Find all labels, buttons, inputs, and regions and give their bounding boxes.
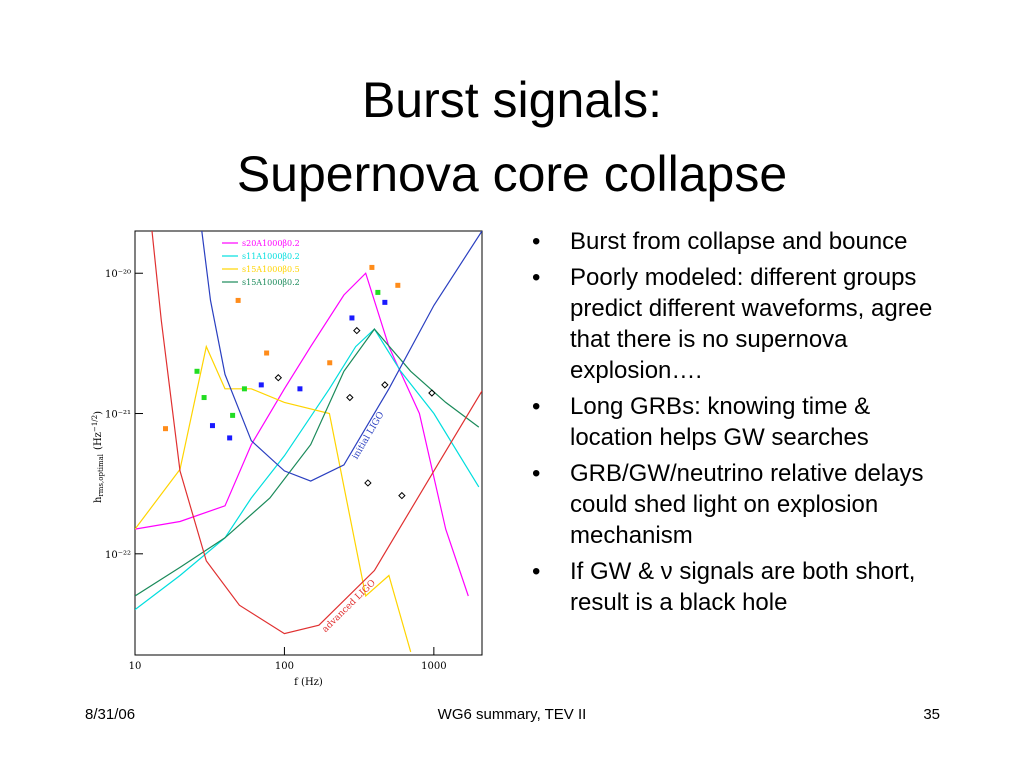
marker bbox=[364, 479, 372, 487]
plot-area bbox=[135, 231, 482, 653]
plot-frame bbox=[134, 230, 483, 656]
curve-label: initial LIGO bbox=[351, 410, 387, 461]
marker bbox=[209, 423, 215, 429]
curve bbox=[135, 344, 412, 653]
footer-date: 8/31/06 bbox=[85, 706, 136, 723]
marker bbox=[398, 491, 406, 500]
title-line: Supernova core collapse bbox=[236, 146, 788, 202]
y-axis-label-part: −1/2 bbox=[91, 415, 99, 432]
bullet: GRB/GW/neutrino relative delays could sh… bbox=[528, 458, 948, 551]
bullet: Burst from collapse and bounce bbox=[528, 226, 948, 257]
title-line: Burst signals: bbox=[361, 72, 663, 128]
marker bbox=[194, 368, 200, 374]
y-axis-label: hrms,optimal (Hz−1/2) bbox=[91, 411, 105, 503]
legend-label: s20A1000β0.2 bbox=[242, 239, 300, 248]
marker bbox=[264, 350, 270, 356]
curve bbox=[151, 231, 482, 635]
bullet: If GW & ν signals are both short, result… bbox=[528, 556, 948, 618]
legend-label: s11A1000β0.2 bbox=[242, 252, 300, 261]
y-tick-label: 10⁻²⁰ bbox=[105, 269, 131, 280]
bullet: Long GRBs: knowing time & location helps… bbox=[528, 391, 948, 453]
marker bbox=[163, 426, 169, 432]
y-tick-label: 10⁻²² bbox=[105, 550, 131, 561]
y-axis-label-part: (Hz bbox=[93, 432, 104, 450]
marker bbox=[353, 326, 361, 335]
x-tick-label: 10 bbox=[129, 661, 142, 672]
marker bbox=[230, 412, 236, 418]
y-axis-label-part: ) bbox=[93, 411, 104, 415]
marker bbox=[395, 282, 401, 288]
curve bbox=[135, 328, 480, 597]
footer-center: WG6 summary, TEV II bbox=[437, 706, 587, 723]
legend-label: s15A1000β0.2 bbox=[242, 278, 300, 287]
chart: 10 100 1000 10⁻²² 10⁻²¹ 10⁻²⁰ f (Hz) hrms,optim… bbox=[91, 230, 483, 688]
bullet: Poorly modeled: different groups predict… bbox=[528, 262, 948, 386]
marker bbox=[369, 264, 375, 270]
marker bbox=[375, 289, 381, 295]
x-tick-label: 100 bbox=[275, 661, 294, 672]
marker bbox=[382, 299, 388, 305]
marker bbox=[327, 360, 333, 366]
marker bbox=[274, 374, 283, 382]
curve bbox=[135, 328, 480, 611]
footer-page: 35 bbox=[923, 706, 940, 723]
legend-label: s15A1000β0.5 bbox=[242, 265, 300, 274]
marker bbox=[349, 315, 355, 321]
marker bbox=[428, 389, 436, 397]
marker bbox=[297, 386, 303, 392]
y-axis-label-part: rms,optimal bbox=[97, 453, 105, 496]
marker bbox=[258, 382, 264, 388]
marker bbox=[201, 395, 207, 401]
curve bbox=[201, 231, 482, 482]
y-axis-label-part: h bbox=[93, 496, 104, 503]
x-axis-label: f (Hz) bbox=[294, 677, 323, 688]
marker bbox=[235, 297, 241, 303]
curve bbox=[135, 272, 469, 597]
x-tick-label: 1000 bbox=[421, 661, 446, 672]
marker bbox=[227, 435, 233, 441]
marker bbox=[381, 381, 389, 389]
curve-label: advanced LIGO bbox=[321, 578, 378, 635]
bullet-list: Burst from collapse and bounce Poorly mod… bbox=[528, 226, 948, 623]
marker bbox=[346, 393, 354, 402]
marker bbox=[241, 386, 247, 392]
y-tick-label: 10⁻²¹ bbox=[105, 410, 131, 421]
